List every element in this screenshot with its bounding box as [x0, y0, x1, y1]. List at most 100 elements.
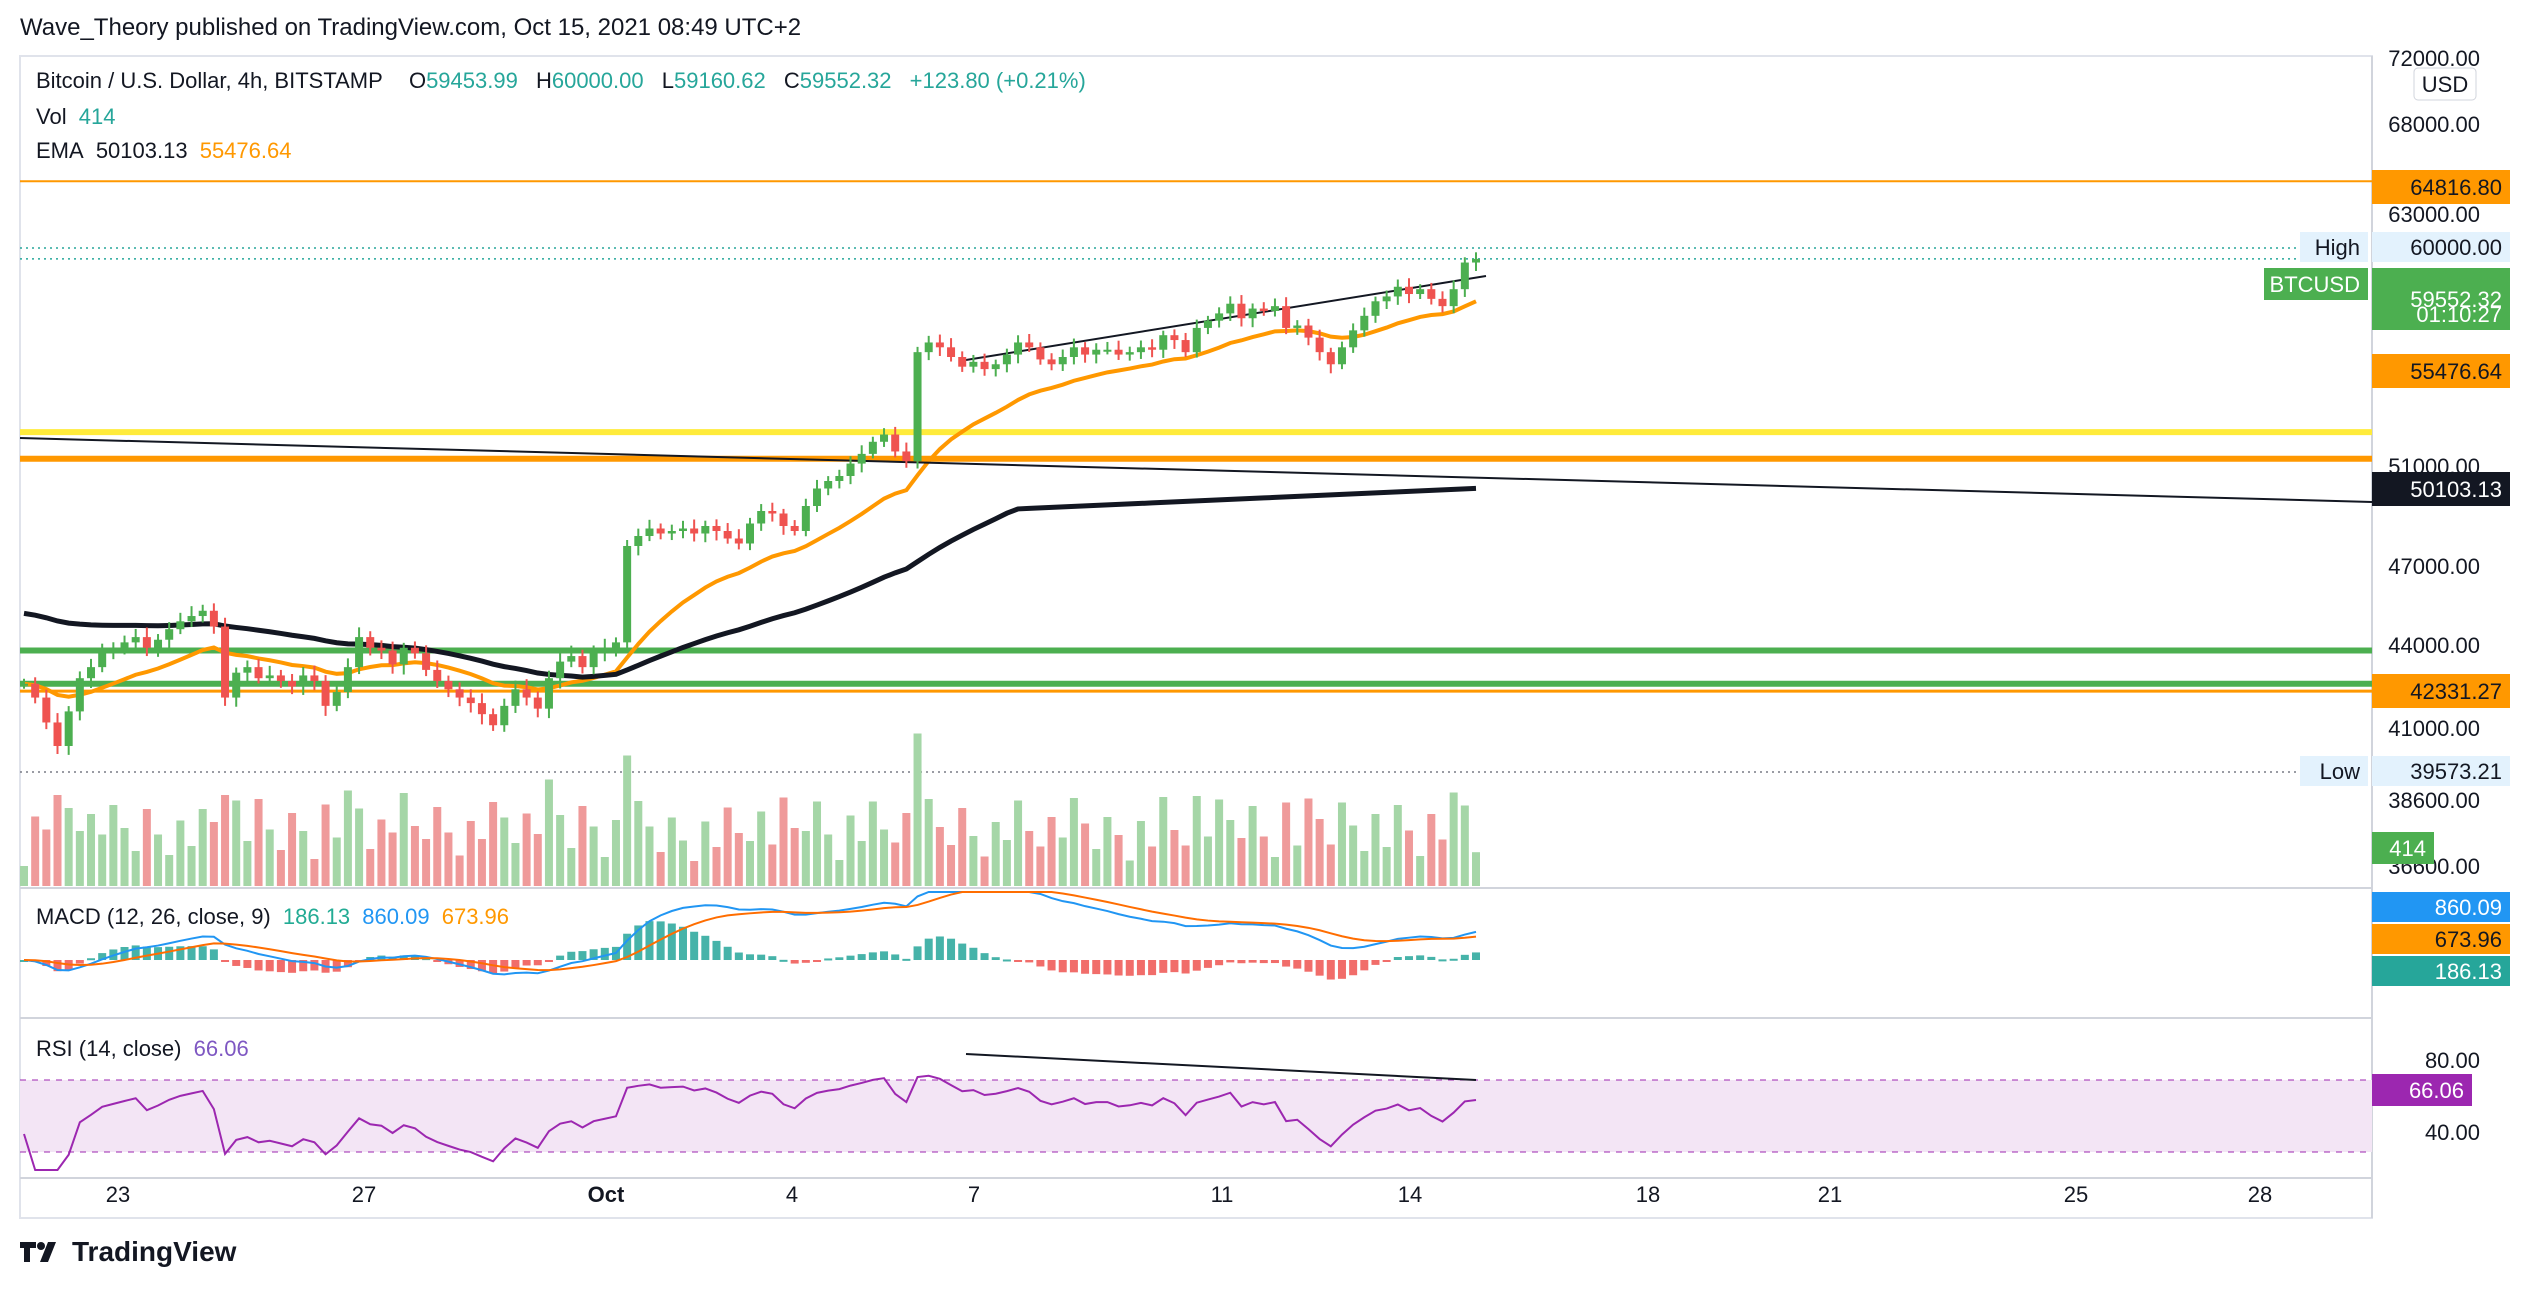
high-value: 60000.00 [551, 68, 644, 93]
candle-body [611, 642, 620, 648]
candle-body [98, 653, 107, 668]
macd-histogram-bar [1058, 960, 1067, 973]
volume-bar [589, 826, 598, 886]
volume-bar [1460, 805, 1469, 886]
candle-body [142, 637, 151, 648]
volume-bar [1404, 830, 1413, 886]
time-tick-label: 21 [1818, 1182, 1842, 1207]
volume-bar [232, 800, 241, 886]
tradingview-branding[interactable]: TradingView [20, 1236, 236, 1268]
high-label-bg [2300, 232, 2368, 262]
ema-legend[interactable]: EMA 50103.13 55476.64 [36, 138, 297, 164]
time-axis[interactable]: 23 27 Oct 4 7 11 14 18 21 25 28 [106, 1182, 2272, 1207]
volume-bar [64, 808, 73, 886]
macd-histogram-bar [1270, 960, 1279, 964]
candle-body [131, 637, 140, 643]
low-value: 59160.62 [673, 68, 766, 93]
rsi-legend[interactable]: RSI (14, close) 66.06 [36, 1036, 255, 1062]
macd-histogram-bar [623, 933, 632, 960]
macd-histogram-bar [120, 947, 129, 960]
candle-body [1393, 286, 1402, 297]
candle-body [1460, 262, 1469, 290]
candle-body [634, 536, 643, 546]
volume-bar [634, 801, 643, 886]
candle-body [1148, 347, 1157, 350]
rsi-tick-label: 80.00 [2425, 1048, 2480, 1073]
macd-histogram-bar [935, 936, 944, 960]
candle-body [310, 675, 319, 681]
volume-label: 414 [2389, 836, 2426, 861]
rsi-divergence-line [965, 1053, 1477, 1081]
candle-body [1449, 289, 1458, 307]
volume-legend[interactable]: Vol 414 [36, 104, 121, 130]
volume-bar [1215, 799, 1224, 886]
candle-body [422, 653, 431, 670]
candle-body [746, 523, 754, 544]
macd-histogram-bar [556, 955, 565, 960]
volume-bar [1360, 851, 1369, 886]
volume-bar [667, 817, 676, 886]
candle-body [947, 347, 956, 357]
symbol-title[interactable]: Bitcoin / U.S. Dollar, 4h, BITSTAMP [36, 68, 383, 93]
volume-bar [31, 816, 40, 886]
ema-fast-line [23, 299, 1477, 699]
descending-trendline [19, 437, 2373, 503]
macd-histogram-bar [1349, 960, 1358, 976]
macd-histogram-bar [868, 952, 877, 960]
macd-histogram-bar [131, 945, 140, 960]
open-label: O [408, 68, 427, 93]
volume-bar [567, 848, 576, 886]
close-value: 59552.32 [799, 68, 892, 93]
candle-body [1427, 289, 1436, 299]
volume-bar [142, 809, 151, 886]
level-label-42331: 42331.27 [2410, 679, 2502, 704]
volume-bar [1337, 802, 1346, 886]
macd-histogram-bar [801, 960, 810, 963]
volume-bar [98, 834, 107, 886]
signal-value: 673.96 [441, 904, 510, 929]
macd-histogram-bar [1025, 960, 1034, 963]
macd-histogram-bar [1170, 960, 1179, 973]
price-tick-label: 68000.00 [2388, 112, 2480, 137]
chart-frame [19, 55, 2373, 1219]
volume-bar [310, 859, 319, 886]
price-axis[interactable]: 72000.0068000.0063000.0060000.0051000.00… [2264, 46, 2510, 1145]
volume-bar [779, 797, 788, 886]
candle-body [444, 680, 453, 690]
symbol-legend[interactable]: Bitcoin / U.S. Dollar, 4h, BITSTAMP O594… [36, 68, 1092, 94]
macd-histogram-bar [142, 946, 151, 960]
volume-bar [165, 855, 174, 886]
volume-bar [1136, 821, 1145, 886]
candle-body [53, 722, 62, 746]
symbol-tag-bg [2264, 268, 2368, 300]
candle-body [500, 705, 509, 726]
volume-bar [120, 828, 129, 886]
ema-fast-price-label-bg [2372, 354, 2510, 388]
macd-histogram-bar [1416, 955, 1425, 960]
macd-histogram-bar [690, 931, 699, 960]
macd-histogram-bar [567, 951, 576, 960]
volume-bar [734, 833, 743, 886]
candle-body [1349, 330, 1358, 348]
candle-body [1304, 325, 1313, 338]
high-label: H [535, 68, 552, 93]
macd-histogram-bar [1192, 960, 1201, 971]
volume-bar [556, 815, 565, 886]
volume-bar [1002, 840, 1011, 886]
macd-histogram-bar [1125, 960, 1134, 976]
hist-axis-label: 186.13 [2435, 959, 2502, 984]
volume-bar [924, 799, 933, 886]
volume-bar [801, 831, 810, 886]
candle-body [1282, 306, 1291, 328]
volume-label-bg [2372, 832, 2434, 864]
macd-histogram-bar [701, 935, 710, 960]
macd-histogram-bar [1014, 960, 1023, 962]
volume-bar [701, 821, 710, 886]
macd-legend[interactable]: MACD (12, 26, close, 9) 186.13 860.09 67… [36, 904, 515, 930]
macd-histogram-bar [1293, 960, 1302, 969]
vol-label: Vol [36, 104, 67, 129]
open-value: 59453.99 [426, 68, 518, 93]
vol-value: 414 [78, 104, 116, 129]
macd-histogram-bar [477, 960, 486, 972]
